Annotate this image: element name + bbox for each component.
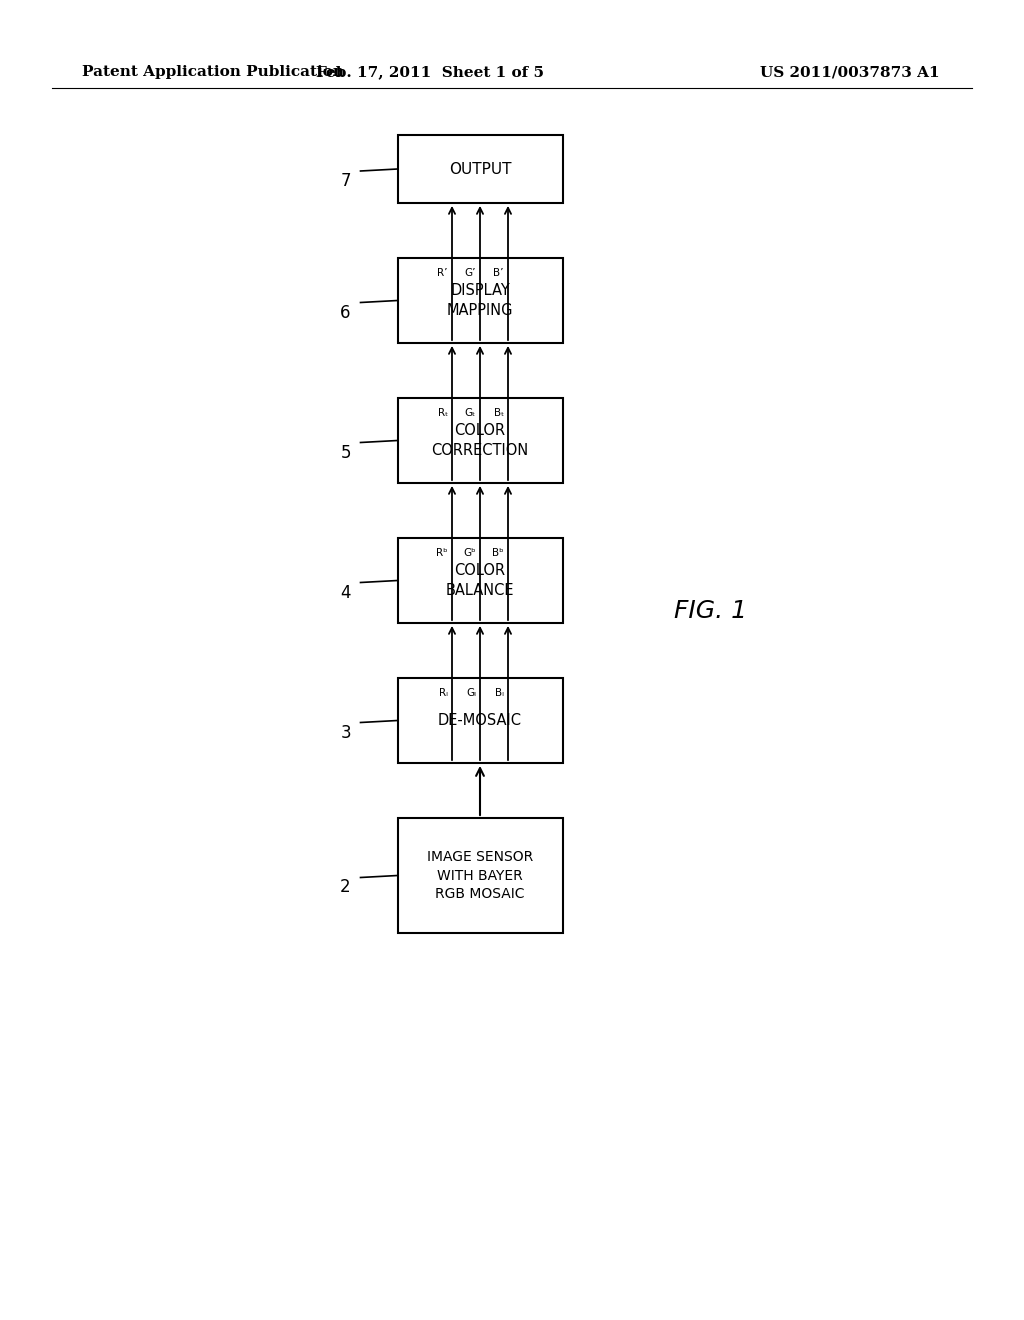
Text: Rₜ: Rₜ xyxy=(437,408,449,418)
Text: IMAGE SENSOR
WITH BAYER
RGB MOSAIC: IMAGE SENSOR WITH BAYER RGB MOSAIC xyxy=(427,850,534,900)
Text: Rₗ: Rₗ xyxy=(439,688,449,698)
Bar xyxy=(397,399,562,483)
Text: 2: 2 xyxy=(340,879,351,896)
Text: 7: 7 xyxy=(340,172,351,190)
Text: FIG. 1: FIG. 1 xyxy=(674,598,746,623)
Text: COLOR
CORRECTION: COLOR CORRECTION xyxy=(431,424,528,458)
Text: R’: R’ xyxy=(437,268,449,279)
Text: Gₗ: Gₗ xyxy=(466,688,476,698)
Text: B’: B’ xyxy=(494,268,504,279)
Text: 5: 5 xyxy=(340,444,351,462)
Text: Feb. 17, 2011  Sheet 1 of 5: Feb. 17, 2011 Sheet 1 of 5 xyxy=(316,65,544,79)
Text: Gₜ: Gₜ xyxy=(465,408,476,418)
Text: 6: 6 xyxy=(340,304,351,322)
Text: 3: 3 xyxy=(340,723,351,742)
Bar xyxy=(397,539,562,623)
Text: Bₗ: Bₗ xyxy=(496,688,504,698)
Text: Gᵇ: Gᵇ xyxy=(464,548,476,558)
Bar xyxy=(397,135,562,203)
Text: 4: 4 xyxy=(340,583,351,602)
Text: US 2011/0037873 A1: US 2011/0037873 A1 xyxy=(761,65,940,79)
Bar xyxy=(397,818,562,933)
Text: Patent Application Publication: Patent Application Publication xyxy=(82,65,344,79)
Text: Bₜ: Bₜ xyxy=(494,408,504,418)
Text: DISPLAY
MAPPING: DISPLAY MAPPING xyxy=(446,282,513,318)
Text: Bᵇ: Bᵇ xyxy=(493,548,504,558)
Text: COLOR
BALANCE: COLOR BALANCE xyxy=(445,564,514,598)
Bar xyxy=(397,257,562,343)
Bar xyxy=(397,678,562,763)
Text: DE-MOSAIC: DE-MOSAIC xyxy=(438,713,522,729)
Text: G’: G’ xyxy=(465,268,476,279)
Text: Rᵇ: Rᵇ xyxy=(436,548,449,558)
Text: OUTPUT: OUTPUT xyxy=(449,161,511,177)
